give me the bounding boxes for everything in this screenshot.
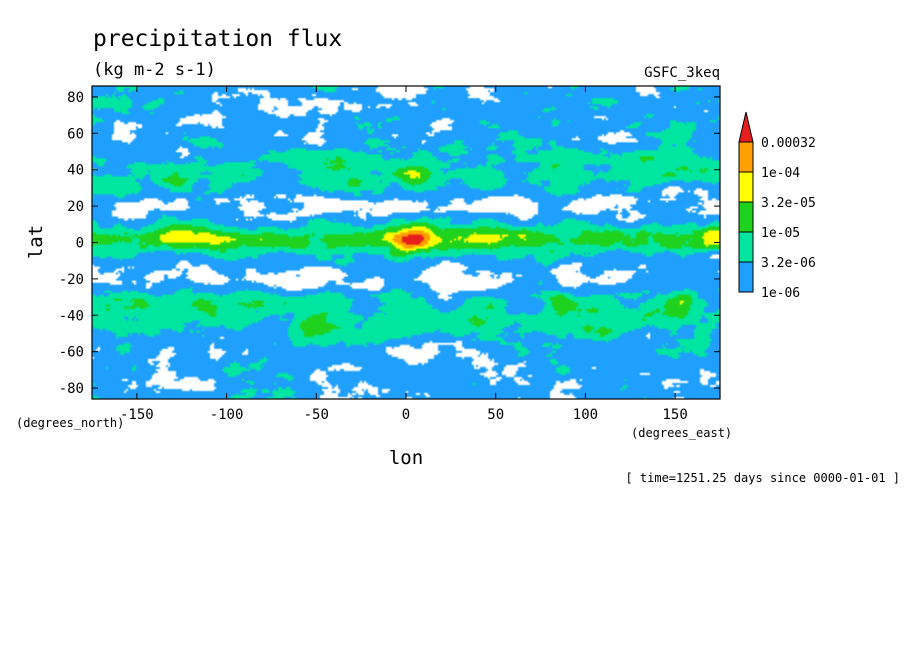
colorbar-label: 1e-05 (761, 226, 800, 241)
y-tick-label: 0 (76, 236, 84, 252)
colorbar: 0.00032 1e-04 3.2e-05 1e-05 3.2e-06 1e-06 (738, 111, 816, 301)
colorbar-segment (738, 171, 754, 203)
y-tick-label: 60 (67, 126, 84, 142)
y-tick-label: -20 (59, 272, 84, 288)
colorbar-label: 3.2e-05 (761, 196, 816, 211)
y-tick-label: -60 (59, 345, 84, 361)
colorbar-segment (738, 231, 754, 263)
y-tick-label: 80 (67, 90, 84, 106)
x-tick-label: 150 (662, 407, 687, 423)
x-axis: -150 -100 -50 0 50 100 150 (120, 86, 688, 423)
colorbar-segment (738, 261, 754, 293)
y-units-label: (degrees_north) (16, 416, 124, 430)
time-label: [ time=1251.25 days since 0000-01-01 ] (625, 471, 900, 485)
y-tick-label: 20 (67, 199, 84, 215)
x-units-label: (degrees_east) (631, 426, 732, 440)
colorbar-segment (738, 201, 754, 233)
y-axis: 80 60 40 20 0 -20 -40 -60 -80 (59, 90, 720, 397)
x-tick-label: -100 (210, 407, 244, 423)
x-tick-label: 0 (402, 407, 410, 423)
y-tick-label: -40 (59, 308, 84, 324)
colorbar-arrow (738, 111, 754, 143)
colorbar-label: 1e-04 (761, 166, 800, 181)
colorbar-label: 0.00032 (761, 136, 816, 151)
plot-area (91, 85, 721, 400)
y-tick-label: -80 (59, 381, 84, 397)
precip-field (92, 86, 720, 399)
x-axis-label: lon (389, 447, 423, 469)
y-tick-label: 40 (67, 163, 84, 179)
x-tick-label: -50 (304, 407, 329, 423)
colorbar-label: 3.2e-06 (761, 256, 816, 271)
x-tick-label: -150 (120, 407, 154, 423)
model-label: GSFC_3keq (644, 65, 720, 81)
colorbar-segment (738, 141, 754, 173)
chart-title: precipitation flux (93, 26, 342, 52)
y-axis-label: lat (25, 225, 47, 259)
chart-units: (kg m-2 s-1) (93, 60, 216, 80)
x-tick-label: 50 (487, 407, 504, 423)
x-tick-label: 100 (573, 407, 598, 423)
colorbar-label: 1e-06 (761, 286, 800, 301)
